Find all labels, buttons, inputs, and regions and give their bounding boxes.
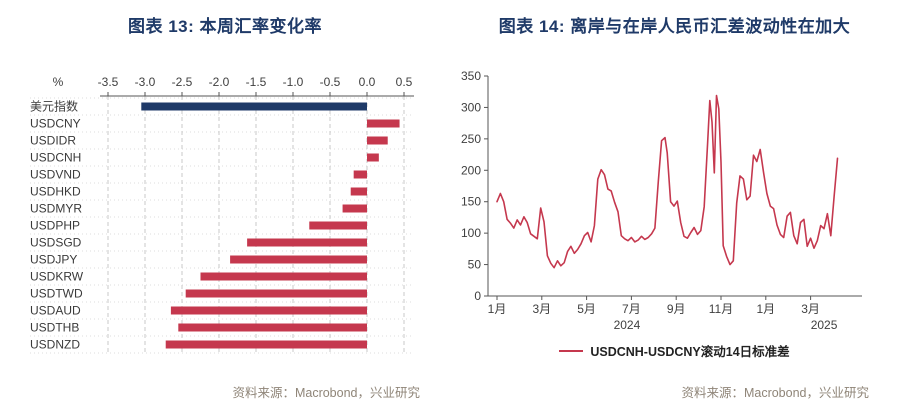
right-source-note: 资料来源：Macrobond，兴业研究	[681, 386, 869, 400]
chart-legend: USDCNH-USDCNY滚动14日标准差	[450, 341, 899, 360]
svg-text:USDJPY: USDJPY	[30, 253, 77, 267]
panel-cnh-cny-volatility: 图表 14: 离岸与在岸人民币汇差波动性在加大 0 50 100 150 200 250 3…	[450, 0, 899, 415]
svg-text:-2.5: -2.5	[172, 75, 193, 89]
svg-text:-3.0: -3.0	[135, 75, 156, 89]
svg-text:USDPHP: USDPHP	[30, 219, 80, 233]
svg-text:300: 300	[461, 100, 481, 114]
svg-text:-1.0: -1.0	[283, 75, 304, 89]
svg-text:2024: 2024	[614, 318, 641, 332]
svg-text:0.5: 0.5	[396, 75, 413, 89]
svg-text:1月: 1月	[488, 302, 507, 316]
svg-text:USDMYR: USDMYR	[30, 202, 82, 216]
svg-text:350: 350	[461, 69, 481, 83]
svg-text:USDTHB: USDTHB	[30, 321, 79, 335]
svg-text:50: 50	[468, 258, 482, 272]
svg-text:0: 0	[474, 289, 481, 303]
right-chart-title: 图表 14: 离岸与在岸人民币汇差波动性在加大	[498, 17, 851, 36]
svg-text:USDTWD: USDTWD	[30, 287, 83, 301]
volatility-line-chart: 0 50 100 150 200 250 300 350 1月 3月 5月 7月 9月 11月 1月 3月 20…	[461, 69, 862, 332]
svg-text:5月: 5月	[577, 302, 596, 316]
panel-fx-change: 图表 13: 本周汇率变化率 -3.5 -3.0 -2.5 -2.0 -1.5 -1.0-…	[30, 17, 420, 400]
legend-label: USDCNH-USDCNY滚动14日标准差	[590, 345, 790, 359]
svg-text:-2.0: -2.0	[209, 75, 230, 89]
legend-line-icon	[559, 349, 584, 352]
svg-text:200: 200	[461, 163, 481, 177]
svg-text:USDNZD: USDNZD	[30, 338, 80, 352]
svg-text:USDCNY: USDCNY	[30, 117, 81, 131]
svg-text:11月: 11月	[709, 302, 733, 316]
left-chart-title: 图表 13: 本周汇率变化率	[127, 17, 323, 36]
svg-text:3月: 3月	[801, 302, 820, 316]
svg-text:1月: 1月	[756, 302, 775, 316]
svg-text:USDCNH: USDCNH	[30, 151, 81, 165]
svg-text:USDKRW: USDKRW	[30, 270, 84, 284]
svg-text:0.0: 0.0	[359, 75, 376, 89]
svg-text:USDVND: USDVND	[30, 168, 81, 182]
fx-weekly-change-bar-chart: -3.5 -3.0 -2.5 -2.0 -1.5 -1.0 -0.5 0.0 0.5% 美元指数 U…	[30, 75, 414, 354]
svg-text:9月: 9月	[667, 302, 686, 316]
svg-text:3月: 3月	[532, 302, 551, 316]
svg-text:USDAUD: USDAUD	[30, 304, 81, 318]
svg-text:-0.5: -0.5	[320, 75, 341, 89]
svg-text:-1.5: -1.5	[246, 75, 267, 89]
svg-text:USDHKD: USDHKD	[30, 185, 81, 199]
svg-text:USDIDR: USDIDR	[30, 134, 76, 148]
svg-text:100: 100	[461, 226, 481, 240]
svg-text:7月: 7月	[622, 302, 641, 316]
svg-text:美元指数: 美元指数	[30, 99, 78, 114]
svg-text:250: 250	[461, 132, 481, 146]
svg-text:150: 150	[461, 195, 481, 209]
left-source-note: 资料来源：Macrobond，兴业研究	[232, 386, 420, 400]
svg-text:%: %	[53, 75, 64, 89]
svg-text:2025: 2025	[811, 318, 838, 332]
svg-text:-3.5: -3.5	[98, 75, 119, 89]
svg-text:USDSGD: USDSGD	[30, 236, 82, 250]
